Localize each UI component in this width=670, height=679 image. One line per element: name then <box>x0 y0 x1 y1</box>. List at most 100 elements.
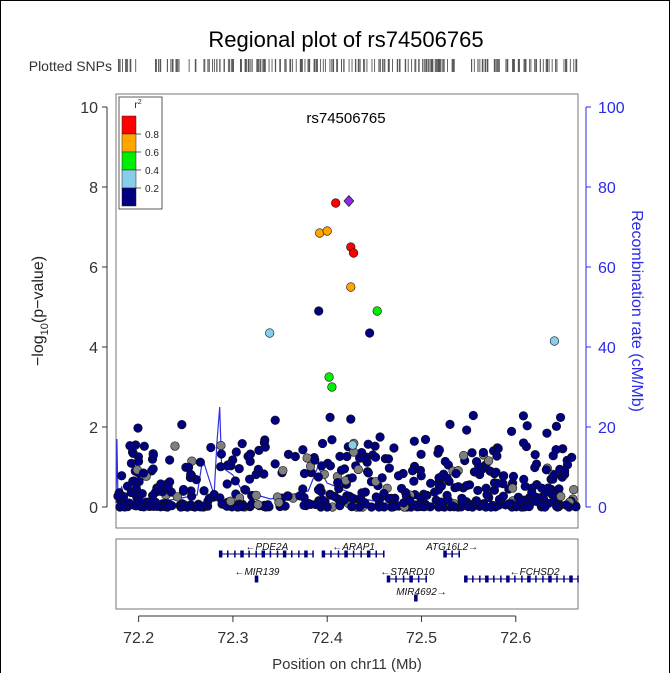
snp-point-highlight <box>372 306 382 316</box>
gene-label: ←FCHSD2 <box>510 567 560 578</box>
snp-point <box>540 502 550 512</box>
y-tick-label-left: 10 <box>80 100 98 117</box>
gene-exon <box>304 550 308 558</box>
snp-point <box>506 426 517 437</box>
snp-point <box>339 495 349 505</box>
snp-point <box>482 490 492 500</box>
snp-point <box>537 483 547 493</box>
gene-exon <box>527 575 531 583</box>
snp-point <box>347 473 357 483</box>
gene-exon <box>514 575 516 583</box>
y-axis-left: 0 2 4 6 8 10 <box>80 100 108 517</box>
snp-point <box>251 469 261 480</box>
snp-point <box>186 469 196 479</box>
snp-point <box>399 498 409 508</box>
legend-swatch <box>121 115 137 135</box>
snp-point <box>325 461 336 471</box>
snp-point <box>531 496 541 506</box>
snp-point <box>530 462 540 473</box>
snp-point <box>139 441 149 451</box>
gene-label: ←STARD10 <box>380 567 435 578</box>
snp-point-highlight <box>365 328 375 338</box>
snp-point <box>113 491 123 501</box>
snp-point <box>330 491 340 502</box>
snp-point <box>451 469 461 479</box>
y-tick-label-right: 0 <box>598 500 607 517</box>
snp-point <box>409 436 419 446</box>
snp-point <box>346 414 356 424</box>
snp-point <box>310 455 320 465</box>
gene-exon <box>360 550 362 558</box>
snp-point <box>240 485 250 495</box>
legend-title: r2 <box>134 99 141 111</box>
snp-point <box>410 500 420 510</box>
snp-point <box>148 450 158 460</box>
snp-point <box>237 439 247 449</box>
snp-point <box>473 485 483 496</box>
gene-exon <box>417 575 420 583</box>
snp-point <box>223 460 233 471</box>
snp-point <box>463 501 473 512</box>
gene-exon <box>493 575 495 583</box>
snp-point <box>393 471 404 481</box>
x-axis: 72.2 72.3 72.4 72.5 72.6 <box>123 615 531 647</box>
snp-point <box>471 496 481 506</box>
snp-point <box>206 442 216 453</box>
snp-point <box>379 488 389 499</box>
snp-point <box>569 485 579 495</box>
gene-label: MIR4692→ <box>396 587 447 598</box>
snp-point <box>436 497 446 507</box>
snp-point <box>122 481 133 491</box>
gene-exon <box>556 575 558 583</box>
snp-point <box>313 472 324 482</box>
snp-point <box>259 438 269 448</box>
gene-exon <box>290 550 293 558</box>
gene-exon <box>535 575 537 583</box>
snp-point <box>522 421 532 431</box>
snp-point <box>407 466 418 476</box>
snp-point <box>498 491 508 501</box>
snp-point <box>470 467 481 477</box>
snp-point-highlight <box>314 306 324 316</box>
snp-point <box>409 476 419 486</box>
lead-snp-marker <box>343 195 355 207</box>
snp-point <box>371 492 381 502</box>
r2-legend: r2 0.8 0.6 0.4 0.2 <box>118 96 163 210</box>
gene-exon <box>337 550 340 558</box>
legend-label: 0.8 <box>145 130 159 141</box>
gene-exon <box>472 575 474 583</box>
snp-point <box>152 501 162 511</box>
snp-point <box>125 441 135 451</box>
snp-point <box>245 474 255 484</box>
snp-point <box>363 439 373 449</box>
snp-point <box>360 487 370 497</box>
snp-point <box>217 499 227 509</box>
snp-point <box>360 498 370 509</box>
snp-point <box>374 502 384 512</box>
gene-exon <box>240 550 244 558</box>
gene-exon <box>282 550 287 558</box>
gene-exon <box>569 575 573 583</box>
snp-point <box>237 502 247 512</box>
snp-point <box>383 454 394 464</box>
snp-point <box>186 486 196 496</box>
gene-exon <box>269 550 272 558</box>
gene-label: ATG16L2→ <box>425 542 478 553</box>
snp-point <box>177 419 187 430</box>
snp-point <box>311 499 321 510</box>
y-tick-label-right: 60 <box>598 260 616 277</box>
plotted-snps-label: Plotted SNPs <box>29 58 112 74</box>
snp-point <box>317 438 328 449</box>
gene-exon <box>312 550 314 558</box>
legend-title-sup: 2 <box>138 99 142 106</box>
y-tick-label-right: 100 <box>598 100 625 117</box>
legend-swatch <box>121 187 137 207</box>
snp-point <box>186 500 196 510</box>
y-axis-left-title-base: −log <box>30 335 47 366</box>
gene-exon <box>330 550 332 558</box>
snp-point <box>225 496 236 506</box>
legend-label: 0.4 <box>145 166 159 177</box>
snp-point <box>135 496 145 506</box>
